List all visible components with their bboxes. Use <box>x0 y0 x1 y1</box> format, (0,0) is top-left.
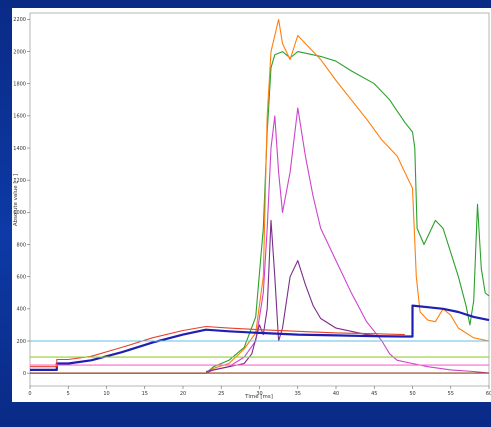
series-line-2 <box>30 107 490 374</box>
y-tick-label: 2000 <box>13 49 26 55</box>
x-tick-label: 35 <box>295 391 301 397</box>
x-tick-label: 50 <box>409 391 415 397</box>
y-tick-label: 600 <box>16 274 26 280</box>
y-tick-label: 0 <box>23 371 26 377</box>
x-tick-label: 5 <box>67 391 70 397</box>
y-axis-label: Absolute value [ - ] <box>13 174 19 226</box>
y-tick-label: 1800 <box>13 82 26 88</box>
x-tick-label: 60 <box>486 391 491 397</box>
y-tick-label: 200 <box>16 339 26 345</box>
y-tick-label: 400 <box>16 307 26 313</box>
y-tick-label: 2200 <box>13 17 26 23</box>
y-tick-label: 1000 <box>13 210 26 216</box>
x-tick-label: 20 <box>180 391 186 397</box>
y-tick-label: 1600 <box>13 114 26 120</box>
x-tick-label: 0 <box>28 391 31 397</box>
x-tick-label: 40 <box>333 391 339 397</box>
x-tick-label: 10 <box>103 391 109 397</box>
series-line-1 <box>30 18 490 374</box>
y-tick-label: 800 <box>16 242 26 248</box>
x-tick-label: 30 <box>256 391 262 397</box>
x-tick-label: 25 <box>218 391 224 397</box>
series-line-4 <box>30 304 490 371</box>
tick-layer: 0 5 10 15 20 25 30 35 40 45 50 55 600200400600800100… <box>13 17 491 397</box>
x-axis-label: Time [ms] <box>244 394 273 400</box>
y-tick-label: 1400 <box>13 146 26 152</box>
x-tick-label: 55 <box>448 391 454 397</box>
x-tick-label: 45 <box>371 391 377 397</box>
series-line-5 <box>30 325 405 368</box>
series-layer <box>30 18 490 374</box>
x-tick-label: 15 <box>142 391 148 397</box>
y-tick-label: 1200 <box>13 178 26 184</box>
